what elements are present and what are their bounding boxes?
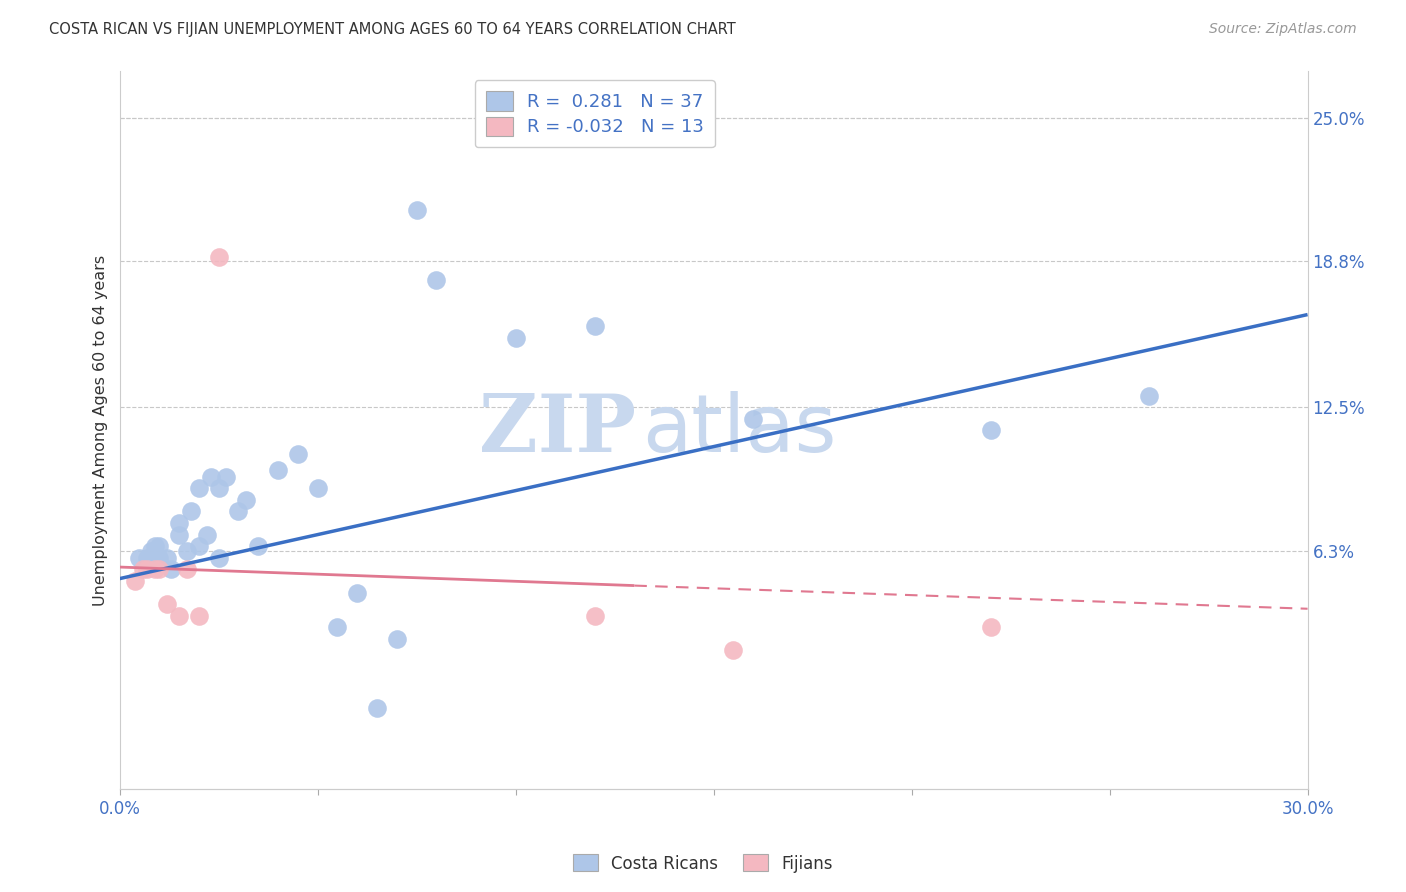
Point xyxy=(980,620,1002,634)
Point xyxy=(405,203,427,218)
Text: COSTA RICAN VS FIJIAN UNEMPLOYMENT AMONG AGES 60 TO 64 YEARS CORRELATION CHART: COSTA RICAN VS FIJIAN UNEMPLOYMENT AMONG… xyxy=(49,22,735,37)
Point xyxy=(187,481,209,495)
Point xyxy=(148,550,170,565)
Point xyxy=(143,562,166,576)
Point xyxy=(148,556,170,570)
Point xyxy=(141,544,163,558)
Point xyxy=(207,250,229,264)
Legend: R =  0.281   N = 37, R = -0.032   N = 13: R = 0.281 N = 37, R = -0.032 N = 13 xyxy=(475,80,714,147)
Point xyxy=(156,550,179,565)
Point xyxy=(723,643,745,657)
Point xyxy=(187,608,209,623)
Point xyxy=(326,620,349,634)
Point xyxy=(156,597,179,611)
Point xyxy=(136,562,159,576)
Text: ZIP: ZIP xyxy=(479,392,637,469)
Point xyxy=(180,504,202,518)
Text: Source: ZipAtlas.com: Source: ZipAtlas.com xyxy=(1209,22,1357,37)
Point xyxy=(228,504,250,518)
Point xyxy=(167,608,190,623)
Point xyxy=(187,539,209,553)
Point xyxy=(160,562,183,576)
Point xyxy=(148,539,170,553)
Y-axis label: Unemployment Among Ages 60 to 64 years: Unemployment Among Ages 60 to 64 years xyxy=(93,255,108,606)
Point xyxy=(346,585,368,599)
Point xyxy=(366,701,388,715)
Point xyxy=(128,550,150,565)
Legend: Costa Ricans, Fijians: Costa Ricans, Fijians xyxy=(567,847,839,880)
Point xyxy=(195,527,218,541)
Point xyxy=(505,331,527,345)
Point xyxy=(176,544,198,558)
Point xyxy=(176,562,198,576)
Point xyxy=(207,550,229,565)
Point xyxy=(207,481,229,495)
Point xyxy=(235,492,257,507)
Point xyxy=(583,608,606,623)
Point xyxy=(200,469,222,483)
Point xyxy=(742,412,765,426)
Point xyxy=(143,539,166,553)
Point xyxy=(267,463,290,477)
Point xyxy=(167,516,190,530)
Point xyxy=(136,550,159,565)
Point xyxy=(385,632,408,646)
Point xyxy=(980,423,1002,437)
Point xyxy=(287,446,309,460)
Point xyxy=(132,562,155,576)
Point xyxy=(247,539,270,553)
Text: atlas: atlas xyxy=(643,392,837,469)
Point xyxy=(425,273,447,287)
Point xyxy=(167,527,190,541)
Point xyxy=(1137,389,1160,403)
Point xyxy=(124,574,146,588)
Point xyxy=(583,319,606,334)
Point xyxy=(148,562,170,576)
Point xyxy=(307,481,329,495)
Point xyxy=(215,469,238,483)
